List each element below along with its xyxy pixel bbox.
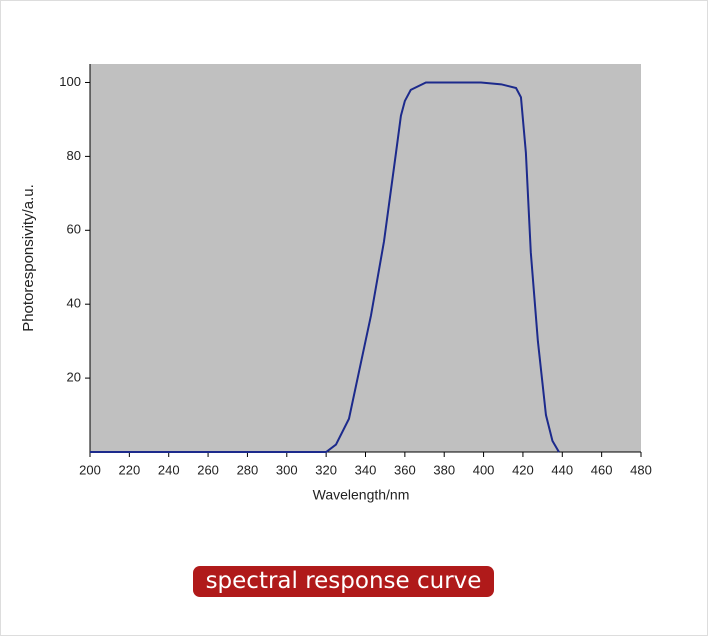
chart: Wavelength/nm Photoresponsivity/a.u. 20 4…	[20, 64, 652, 503]
x-tick-label: 360	[394, 462, 416, 477]
x-tick-label: 420	[512, 462, 534, 477]
x-axis-label: Wavelength/nm	[313, 487, 410, 503]
x-tick-label: 460	[591, 462, 613, 477]
caption: spectral response curve	[193, 566, 494, 597]
x-tick-label: 320	[315, 462, 337, 477]
y-tick-label: 20	[67, 370, 81, 385]
y-tick-label: 80	[67, 148, 81, 163]
x-tick-label: 300	[276, 462, 298, 477]
x-tick-label: 480	[630, 462, 652, 477]
x-tick-label: 220	[119, 462, 141, 477]
y-tick-label: 40	[67, 296, 81, 311]
y-axis-label: Photoresponsivity/a.u.	[20, 184, 37, 332]
x-tick-label: 280	[237, 462, 259, 477]
x-tick-label: 260	[197, 462, 219, 477]
x-tick-label: 400	[473, 462, 495, 477]
y-tick-label: 60	[67, 222, 81, 237]
y-tick-label: 100	[59, 74, 81, 89]
x-tick-label: 380	[433, 462, 455, 477]
x-tick-label: 440	[551, 462, 573, 477]
x-tick-label: 200	[79, 462, 101, 477]
line	[90, 81, 560, 453]
plot-background	[90, 64, 641, 452]
x-tick-label: 240	[158, 462, 180, 477]
x-tick-label: 340	[355, 462, 377, 477]
